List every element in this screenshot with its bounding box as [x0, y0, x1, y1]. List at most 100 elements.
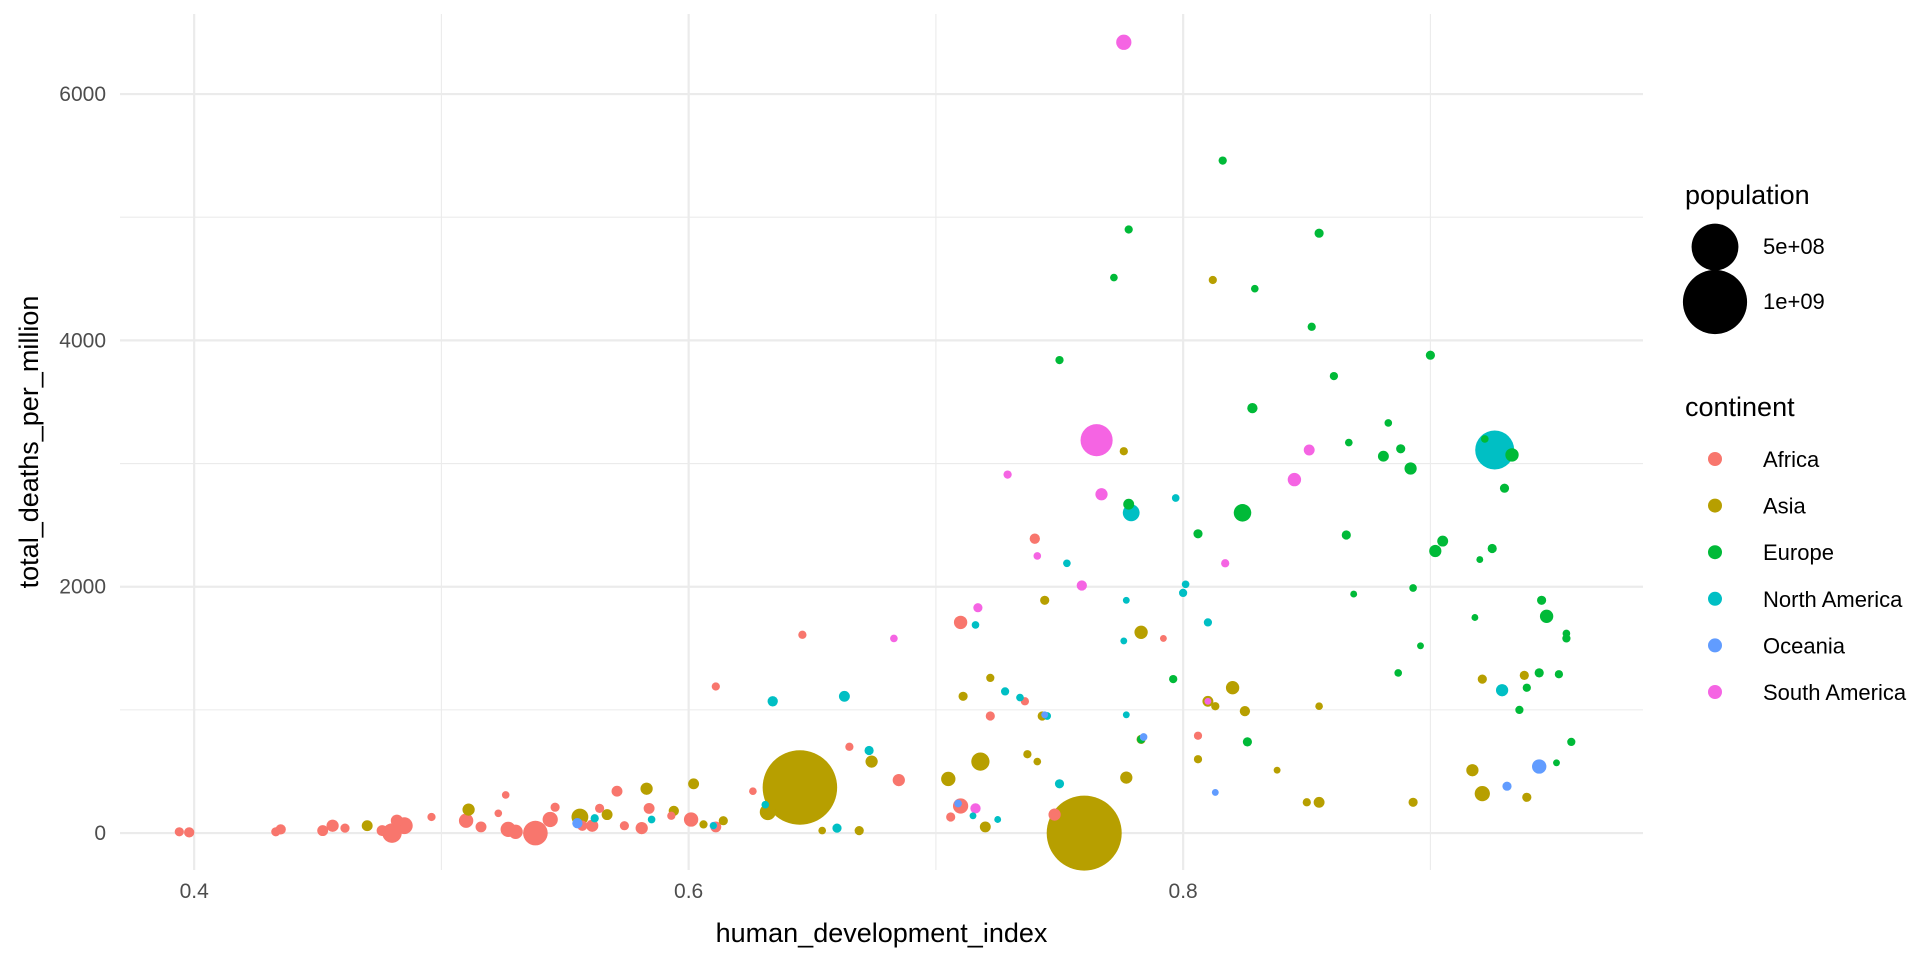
data-point-asia [640, 782, 653, 795]
data-point-africa [798, 630, 807, 639]
data-point-asia [979, 821, 991, 833]
size-legend-key [1691, 223, 1739, 271]
data-point-africa [340, 823, 350, 833]
data-point-oceania [1139, 733, 1148, 741]
size-legend-title: population [1685, 180, 1810, 210]
data-point-oceania [1502, 781, 1512, 791]
data-point-africa [619, 821, 629, 831]
data-points [174, 34, 1576, 871]
data-point-europe [1384, 419, 1393, 427]
data-point-north-america [1203, 618, 1213, 627]
color-legend-items: Africa Asia Europe North America Oceania Sout… [1708, 447, 1907, 705]
data-point-south-america [1080, 424, 1113, 457]
data-point-europe [1554, 670, 1564, 679]
data-point-africa [845, 742, 854, 751]
data-point-oceania [1211, 788, 1219, 796]
data-point-asia [1315, 702, 1323, 711]
data-point-europe [1515, 705, 1524, 715]
data-point-asia [601, 809, 613, 821]
data-point-asia [762, 750, 838, 825]
data-point-africa [542, 811, 558, 828]
data-point-europe [1567, 737, 1576, 747]
color-legend-label: Europe [1763, 540, 1834, 565]
data-point-africa [643, 802, 655, 814]
data-point-asia [1239, 705, 1251, 717]
data-point-asia [688, 778, 700, 790]
data-point-north-america [590, 814, 599, 823]
grid [120, 14, 1643, 870]
data-point-north-america [1063, 559, 1071, 568]
data-point-europe [1487, 543, 1497, 554]
data-point-europe [1437, 535, 1449, 547]
data-point-north-america [832, 823, 842, 833]
data-point-asia [1273, 766, 1281, 774]
data-point-oceania [1041, 711, 1049, 719]
data-point-europe [1307, 322, 1316, 331]
data-point-africa [711, 682, 720, 691]
data-point-africa [271, 827, 281, 837]
data-point-africa [635, 821, 648, 835]
data-point-asia [818, 826, 827, 835]
data-point-north-america [767, 696, 778, 707]
data-point-europe [1193, 529, 1203, 539]
data-point-europe [1341, 530, 1351, 540]
data-point-europe [1233, 504, 1252, 522]
data-point-africa [586, 819, 599, 832]
data-point-africa [892, 773, 905, 787]
data-point-south-america [890, 634, 898, 643]
data-point-north-america [1120, 637, 1128, 645]
data-point-oceania [954, 799, 962, 808]
data-point-north-america [1178, 588, 1188, 598]
data-point-asia [1120, 771, 1133, 784]
data-point-europe [1537, 595, 1547, 605]
data-point-north-america [1000, 687, 1010, 696]
data-point-asia [699, 820, 708, 829]
data-point-oceania [1532, 759, 1547, 774]
data-point-africa [458, 813, 474, 828]
data-point-africa [475, 821, 487, 833]
data-point-asia [1033, 757, 1042, 766]
data-point-africa [985, 711, 995, 721]
color-legend-label: Oceania [1763, 633, 1846, 658]
data-point-africa [326, 819, 339, 832]
color-legend-label: Africa [1763, 447, 1820, 472]
data-point-africa [390, 814, 404, 827]
data-point-south-america [1221, 559, 1230, 568]
y-axis-title: total_deaths_per_million [14, 296, 44, 589]
data-point-north-america [971, 621, 980, 629]
data-point-europe [1505, 448, 1519, 462]
data-point-asia [1225, 681, 1240, 695]
data-point-north-america [994, 816, 1002, 823]
data-point-north-america [1495, 684, 1509, 697]
data-point-europe [1409, 584, 1417, 592]
data-point-asia [1046, 795, 1122, 871]
data-point-europe [1404, 462, 1417, 475]
data-point-asia [958, 691, 968, 701]
data-point-asia [1023, 750, 1032, 759]
data-point-africa [174, 827, 184, 837]
data-point-asia [462, 803, 475, 816]
data-point-asia [1134, 625, 1148, 639]
data-point-south-america [1003, 470, 1012, 479]
data-point-north-america [709, 822, 717, 830]
data-point-europe [1110, 273, 1118, 282]
data-point-asia [854, 826, 864, 836]
size-legend-items: 5e+08 1e+09 [1682, 223, 1825, 335]
data-point-africa [184, 827, 195, 838]
data-point-north-america [838, 690, 850, 702]
data-point-north-america [1171, 494, 1180, 502]
data-point-europe [1429, 544, 1442, 558]
data-point-south-america [1116, 34, 1132, 50]
color-legend-label: North America [1763, 587, 1903, 612]
data-point-north-america [1016, 693, 1024, 702]
legend: population 5e+08 1e+09 continent Africa As… [1682, 180, 1907, 705]
data-point-north-america [647, 815, 656, 824]
x-axis-title: human_development_index [716, 918, 1048, 948]
data-point-africa [1159, 634, 1167, 642]
data-point-asia [1193, 755, 1203, 764]
data-point-africa [683, 812, 699, 827]
x-tick-label: 0.6 [674, 880, 703, 903]
data-point-europe [1344, 438, 1353, 447]
data-point-africa [946, 812, 956, 822]
data-point-africa [953, 615, 968, 630]
